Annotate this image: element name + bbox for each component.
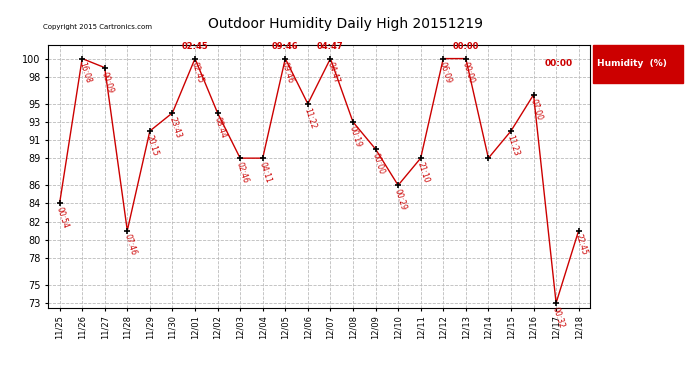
Point	[190, 56, 201, 62]
Text: 11:23: 11:23	[506, 134, 521, 157]
Point	[460, 56, 471, 62]
Text: 00:29: 00:29	[393, 188, 408, 211]
Point	[437, 56, 448, 62]
Text: 16:08: 16:08	[77, 61, 92, 85]
Text: 08:44: 08:44	[213, 116, 228, 139]
Point	[393, 182, 404, 188]
Text: Copyright 2015 Cartronics.com: Copyright 2015 Cartronics.com	[43, 24, 152, 30]
Text: 04:47: 04:47	[317, 42, 344, 51]
Point	[121, 228, 132, 234]
Point	[415, 155, 426, 161]
Point	[54, 200, 65, 206]
Text: 02:46: 02:46	[235, 161, 250, 184]
Point	[370, 146, 381, 152]
Text: 21:10: 21:10	[415, 161, 431, 184]
Text: 00:09: 00:09	[99, 70, 115, 94]
Point	[325, 56, 336, 62]
Text: 00:32: 00:32	[551, 306, 566, 329]
Text: 22:45: 22:45	[573, 233, 589, 257]
Text: 07:00: 07:00	[529, 98, 544, 121]
Point	[573, 228, 584, 234]
Point	[144, 128, 155, 134]
Text: Outdoor Humidity Daily High 20151219: Outdoor Humidity Daily High 20151219	[208, 17, 482, 31]
Text: Humidity  (%): Humidity (%)	[597, 59, 667, 68]
Point	[302, 101, 313, 107]
Point	[77, 56, 88, 62]
Text: 02:45: 02:45	[181, 42, 208, 51]
Text: 04:47: 04:47	[325, 61, 341, 85]
Point	[279, 56, 290, 62]
Point	[348, 119, 359, 125]
Text: 07:46: 07:46	[122, 233, 137, 257]
Text: 00:00: 00:00	[545, 59, 573, 68]
Point	[212, 110, 223, 116]
Point	[506, 128, 517, 134]
Text: 09:46: 09:46	[280, 61, 295, 85]
Point	[483, 155, 494, 161]
Text: 00:00: 00:00	[371, 152, 386, 176]
Point	[99, 64, 110, 70]
Text: 09:46: 09:46	[272, 42, 299, 51]
Point	[528, 92, 539, 98]
Text: 11:22: 11:22	[303, 106, 318, 130]
Point	[235, 155, 246, 161]
Text: 20:15: 20:15	[145, 134, 160, 157]
Point	[551, 300, 562, 306]
Text: 00:19: 00:19	[348, 124, 363, 148]
Text: 00:00: 00:00	[461, 61, 476, 85]
Text: 00:00: 00:00	[453, 42, 479, 51]
Text: 06:09: 06:09	[438, 61, 453, 85]
Text: 04:11: 04:11	[257, 161, 273, 184]
Text: 23:43: 23:43	[167, 116, 183, 139]
Text: 02:45: 02:45	[190, 61, 205, 85]
Point	[257, 155, 268, 161]
Text: 00:54: 00:54	[55, 206, 70, 230]
Point	[167, 110, 178, 116]
